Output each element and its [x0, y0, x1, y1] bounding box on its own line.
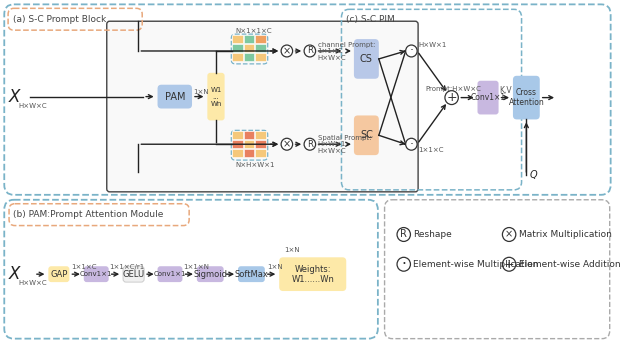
Bar [255, 53, 266, 61]
FancyBboxPatch shape [354, 116, 379, 155]
Circle shape [502, 227, 516, 241]
Bar [255, 140, 266, 148]
Text: Element-wise Multiplication: Element-wise Multiplication [413, 260, 539, 269]
Text: +: + [504, 258, 515, 271]
Circle shape [304, 138, 316, 150]
Text: Matrix Multiplication: Matrix Multiplication [518, 230, 612, 239]
Text: CS: CS [360, 54, 373, 64]
Circle shape [406, 138, 417, 150]
Text: Conv1×1: Conv1×1 [80, 271, 113, 277]
Text: H×W×C: H×W×C [19, 280, 47, 286]
Bar [232, 53, 243, 61]
Text: R: R [307, 46, 313, 55]
Text: H×W×C: H×W×C [317, 55, 346, 61]
Text: H×W×C: H×W×C [19, 103, 47, 109]
Circle shape [502, 257, 516, 271]
Text: Spatial Prompt:: Spatial Prompt: [317, 135, 371, 141]
Bar [232, 44, 243, 52]
Text: (a) S-C Prompt Block: (a) S-C Prompt Block [13, 15, 106, 24]
Text: R: R [400, 229, 407, 239]
Text: Weights:: Weights: [294, 265, 331, 274]
Text: Reshape: Reshape [413, 230, 452, 239]
Text: 1×N: 1×N [284, 247, 300, 254]
FancyBboxPatch shape [238, 266, 265, 282]
FancyBboxPatch shape [107, 21, 418, 192]
Text: X: X [9, 265, 20, 283]
FancyBboxPatch shape [279, 257, 346, 291]
Text: (c) S-C PIM: (c) S-C PIM [346, 15, 395, 24]
Text: (b) PAM:Prompt Attention Module: (b) PAM:Prompt Attention Module [13, 210, 163, 219]
FancyBboxPatch shape [354, 39, 379, 79]
Text: SoftMax: SoftMax [234, 270, 268, 279]
Bar [244, 53, 254, 61]
Circle shape [445, 91, 458, 105]
Text: GAP: GAP [50, 270, 68, 279]
Text: 1×1×C: 1×1×C [71, 264, 97, 270]
Text: ×: × [283, 46, 291, 56]
Bar [244, 140, 254, 148]
FancyBboxPatch shape [157, 85, 192, 108]
Text: Cross
Attention: Cross Attention [508, 88, 544, 107]
Text: N×H×W×1: N×H×W×1 [235, 162, 275, 168]
Text: ·: · [410, 138, 413, 151]
Text: 1×1×C/r1: 1×1×C/r1 [109, 264, 145, 270]
Circle shape [397, 227, 410, 241]
Bar [255, 44, 266, 52]
FancyBboxPatch shape [123, 266, 144, 282]
Text: ·: · [410, 44, 413, 57]
Circle shape [406, 45, 417, 57]
Text: H×W×1: H×W×1 [317, 141, 346, 147]
Bar [244, 44, 254, 52]
Text: ·: · [401, 257, 406, 272]
Text: 1×1×C: 1×1×C [317, 48, 343, 54]
Text: ×: × [505, 229, 513, 239]
Circle shape [281, 45, 292, 57]
Bar [232, 131, 243, 139]
Text: SC: SC [360, 130, 373, 140]
Bar [255, 131, 266, 139]
Text: 1×N: 1×N [267, 264, 282, 270]
Text: Element-wise Addition: Element-wise Addition [518, 260, 620, 269]
Text: H×W×C: H×W×C [317, 148, 346, 154]
Text: W1
...
Wn: W1 ... Wn [211, 87, 221, 107]
FancyBboxPatch shape [49, 266, 69, 282]
Text: H×W×1: H×W×1 [418, 42, 447, 48]
FancyBboxPatch shape [513, 76, 540, 119]
Text: W1......Wn: W1......Wn [291, 275, 334, 283]
Bar [232, 140, 243, 148]
Text: channel Prompt:: channel Prompt: [317, 42, 375, 48]
Text: Q: Q [529, 170, 537, 180]
Text: R: R [307, 140, 313, 149]
Text: +: + [446, 91, 457, 104]
Text: 1×1×N: 1×1×N [184, 264, 209, 270]
FancyBboxPatch shape [207, 73, 225, 120]
Text: Prompt:H×W×C: Prompt:H×W×C [426, 86, 482, 92]
Bar [255, 149, 266, 157]
Text: ×: × [283, 139, 291, 149]
Bar [244, 131, 254, 139]
Text: 1×N: 1×N [193, 89, 209, 95]
Text: Sigmoid: Sigmoid [193, 270, 227, 279]
FancyBboxPatch shape [197, 266, 223, 282]
Text: X: X [9, 88, 20, 106]
FancyBboxPatch shape [157, 266, 182, 282]
Circle shape [397, 257, 410, 271]
Bar [255, 35, 266, 43]
Text: PAM: PAM [164, 92, 185, 101]
Text: N×1×1×C: N×1×1×C [235, 28, 272, 34]
Bar [244, 149, 254, 157]
Text: Conv1×1: Conv1×1 [470, 93, 506, 102]
Bar [232, 149, 243, 157]
Circle shape [304, 45, 316, 57]
Bar [244, 35, 254, 43]
FancyBboxPatch shape [84, 266, 109, 282]
FancyBboxPatch shape [477, 81, 499, 115]
Circle shape [281, 138, 292, 150]
Text: GELU: GELU [122, 270, 145, 279]
Text: Conv1×1: Conv1×1 [154, 271, 186, 277]
Bar [232, 35, 243, 43]
Text: 1×1×C: 1×1×C [418, 147, 444, 153]
Text: K,V: K,V [500, 86, 512, 95]
